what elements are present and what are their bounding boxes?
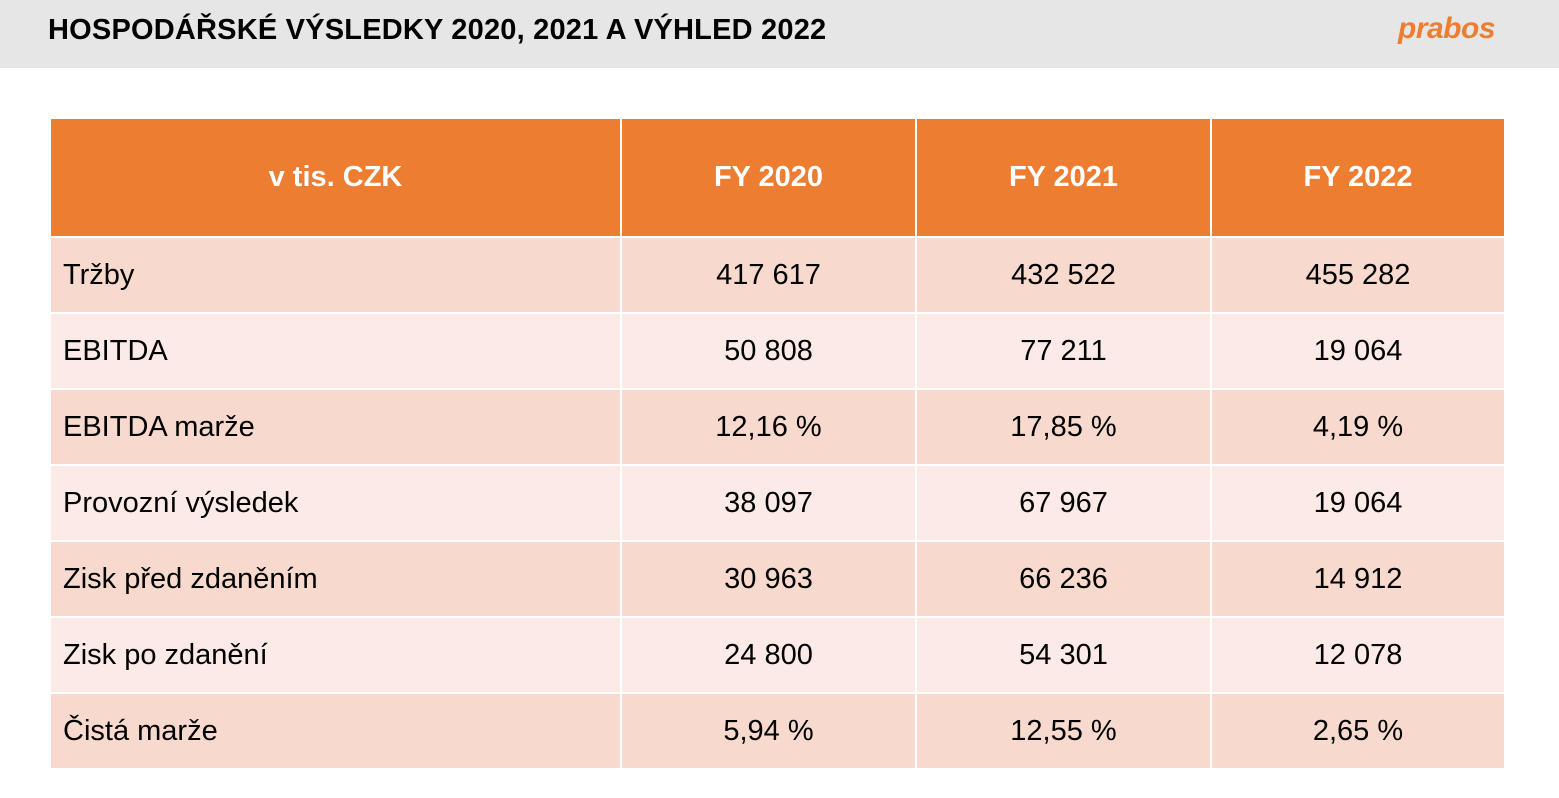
cell-value: 14 912 <box>1210 540 1506 618</box>
column-header-fy2022: FY 2022 <box>1210 117 1506 238</box>
row-label: EBITDA <box>49 312 622 390</box>
cell-value: 455 282 <box>1210 236 1506 314</box>
table-row: EBITDA marže 12,16 % 17,85 % 4,19 % <box>49 388 1506 466</box>
cell-value: 67 967 <box>915 464 1212 542</box>
table-row: EBITDA 50 808 77 211 19 064 <box>49 312 1506 390</box>
table-row: Čistá marže 5,94 % 12,55 % 2,65 % <box>49 692 1506 770</box>
logo-text: prabos <box>1398 12 1496 45</box>
row-label: Čistá marže <box>49 692 622 770</box>
row-label: Provozní výsledek <box>49 464 622 542</box>
cell-value: 417 617 <box>620 236 917 314</box>
table-row: Provozní výsledek 38 097 67 967 19 064 <box>49 464 1506 542</box>
cell-value: 30 963 <box>620 540 917 618</box>
cell-value: 54 301 <box>915 616 1212 694</box>
cell-value: 432 522 <box>915 236 1212 314</box>
cell-value: 12 078 <box>1210 616 1506 694</box>
prabos-logo: prabos <box>1398 8 1528 56</box>
cell-value: 19 064 <box>1210 312 1506 390</box>
cell-value: 5,94 % <box>620 692 917 770</box>
row-label: Tržby <box>49 236 622 314</box>
cell-value: 50 808 <box>620 312 917 390</box>
row-label: Zisk po zdanění <box>49 616 622 694</box>
column-header-fy2020: FY 2020 <box>620 117 917 238</box>
results-table: v tis. CZK FY 2020 FY 2021 FY 2022 Tržby… <box>49 117 1506 770</box>
cell-value: 2,65 % <box>1210 692 1506 770</box>
cell-value: 12,55 % <box>915 692 1212 770</box>
header-bar: HOSPODÁŘSKÉ VÝSLEDKY 2020, 2021 A VÝHLED… <box>0 0 1559 68</box>
cell-value: 66 236 <box>915 540 1212 618</box>
table-header-row: v tis. CZK FY 2020 FY 2021 FY 2022 <box>49 117 1506 238</box>
cell-value: 17,85 % <box>915 388 1212 466</box>
column-header-unit: v tis. CZK <box>49 117 622 238</box>
cell-value: 4,19 % <box>1210 388 1506 466</box>
column-header-fy2021: FY 2021 <box>915 117 1212 238</box>
row-label: EBITDA marže <box>49 388 622 466</box>
table-row: Zisk před zdaněním 30 963 66 236 14 912 <box>49 540 1506 618</box>
cell-value: 77 211 <box>915 312 1212 390</box>
table-row: Zisk po zdanění 24 800 54 301 12 078 <box>49 616 1506 694</box>
table-row: Tržby 417 617 432 522 455 282 <box>49 236 1506 314</box>
cell-value: 19 064 <box>1210 464 1506 542</box>
page-title: HOSPODÁŘSKÉ VÝSLEDKY 2020, 2021 A VÝHLED… <box>48 14 827 46</box>
cell-value: 38 097 <box>620 464 917 542</box>
cell-value: 24 800 <box>620 616 917 694</box>
cell-value: 12,16 % <box>620 388 917 466</box>
row-label: Zisk před zdaněním <box>49 540 622 618</box>
